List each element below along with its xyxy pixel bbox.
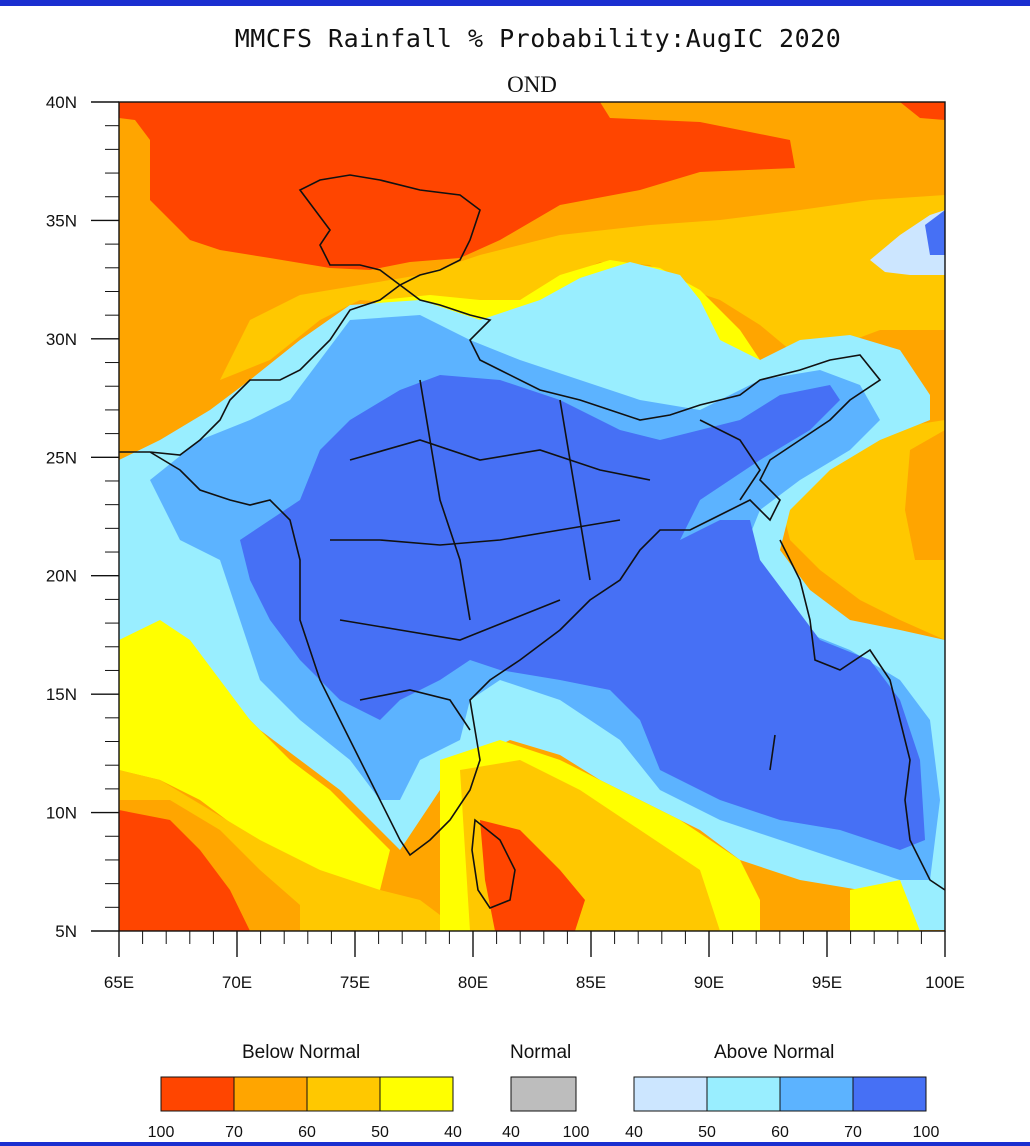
legend-normal-tick-label: 100 [563,1124,590,1141]
top-frame-bar [0,0,1030,6]
legend-above-tick-label: 40 [625,1124,643,1141]
legend-below-tick-label: 60 [298,1124,316,1141]
india-outline [119,174,882,857]
x-tick-label: 85E [576,973,606,992]
x-tick-label: 75E [340,973,370,992]
map-title: MMCFS Rainfall % Probability:AugIC 2020 [234,24,842,53]
legend-above-swatch [633,1076,708,1112]
legend-normal-swatch [510,1076,577,1112]
legend-below-swatch [306,1076,381,1112]
y-tick-label: 25N [46,448,77,467]
color-legend: 100 70 60 50 40 40 100 40 50 60 70 100 [148,1076,940,1141]
legend-above-tick-label: 50 [698,1124,716,1141]
legend-above-tick-label: 60 [771,1124,789,1141]
legend-below-tick-label: 50 [371,1124,389,1141]
y-tick-label: 20N [46,567,77,586]
field-yellow-north [220,195,945,380]
state-line-6 [359,689,471,731]
legend-above-tick-label: 100 [913,1124,940,1141]
legend-below-tick-label: 70 [225,1124,243,1141]
field-red-ne [900,102,945,120]
field-blue-ne-corner [925,210,945,255]
state-line-2 [330,519,621,546]
legend-above-swatch [852,1076,927,1112]
bottom-frame-bar [0,1142,1030,1146]
x-tick-label: 70E [222,973,252,992]
state-line-3 [339,599,561,641]
legend-below-label: Below Normal [242,1042,361,1063]
map-subtitle: OND [507,72,557,97]
axis-ticks [91,101,946,957]
x-tick-label: 90E [694,973,724,992]
legend-above-tick-label: 70 [844,1124,862,1141]
x-tick-label: 95E [812,973,842,992]
y-tick-label: 10N [46,804,77,823]
y-tick-label: 35N [46,211,77,230]
andaman-line [769,734,776,771]
x-tick-label: 80E [458,973,488,992]
state-line-4 [419,379,471,621]
x-axis-labels: 65E 70E 75E 80E 85E 90E 95E 100E [104,973,965,992]
y-tick-label: 5N [55,922,77,941]
probability-field [119,102,945,931]
y-tick-label: 30N [46,330,77,349]
legend-normal-tick-label: 40 [502,1124,520,1141]
y-tick-label: 40N [46,93,77,112]
legend-normal-label: Normal [510,1042,572,1063]
legend-below-swatch [233,1076,308,1112]
state-line-1 [349,439,651,481]
legend-below-swatch [160,1076,235,1112]
field-orange-east [905,430,945,560]
rainfall-probability-map: 65E 70E 75E 80E 85E 90E 95E 100E 5N 10N 15N 20N 25N… [46,93,965,992]
legend-above-swatches: 40 50 60 70 100 [625,1076,940,1141]
field-red-srilanka [480,820,585,931]
x-tick-label: 100E [925,973,965,992]
plot-frame [118,101,946,932]
myanmar-coast [779,539,946,891]
legend-above-label: Above Normal [714,1042,835,1063]
legend-below-tick-label: 100 [148,1124,175,1141]
legend-below-swatch [379,1076,454,1112]
state-line-7 [699,419,761,501]
coastline-boundaries [119,174,946,909]
field-yellow-sw [119,620,390,890]
legend-below-tick-label: 40 [444,1124,462,1141]
y-tick-label: 15N [46,685,77,704]
x-tick-label: 65E [104,973,134,992]
legend-normal-swatch: 40 100 [502,1076,590,1141]
legend-above-swatch [706,1076,781,1112]
y-axis-labels: 5N 10N 15N 20N 25N 30N 35N 40N [46,93,77,941]
field-blue-deep [240,375,925,850]
legend-above-swatch [779,1076,854,1112]
srilanka-outline [471,818,516,909]
state-line-5 [559,399,591,581]
field-yellow-se [850,880,920,931]
legend-below-swatches: 100 70 60 50 40 [148,1076,462,1141]
field-red-sw [119,810,250,931]
field-red-north [119,102,795,270]
